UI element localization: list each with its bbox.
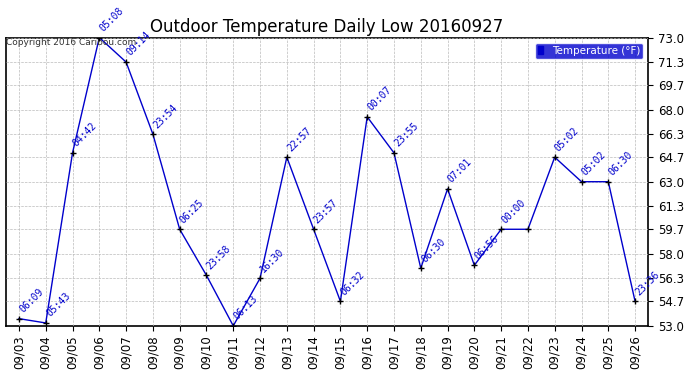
Text: 00:00: 00:00 xyxy=(500,197,527,225)
Text: 23:36: 23:36 xyxy=(633,269,662,297)
Text: 00:07: 00:07 xyxy=(366,85,393,112)
Text: Copyright 2016 Caribou.com: Copyright 2016 Caribou.com xyxy=(6,38,136,46)
Text: 06:13: 06:13 xyxy=(232,294,259,322)
Text: 07:01: 07:01 xyxy=(446,157,474,185)
Text: 06:25: 06:25 xyxy=(178,197,206,225)
Text: 06:30: 06:30 xyxy=(420,236,447,264)
Text: 23:55: 23:55 xyxy=(393,121,420,149)
Text: 23:54: 23:54 xyxy=(151,102,179,130)
Text: 16:30: 16:30 xyxy=(259,246,286,274)
Text: 05:02: 05:02 xyxy=(553,125,581,153)
Text: 05:43: 05:43 xyxy=(44,291,72,319)
Text: 06:30: 06:30 xyxy=(607,150,635,177)
Text: 05:08: 05:08 xyxy=(98,6,126,33)
Text: 05:02: 05:02 xyxy=(580,150,608,177)
Text: 09:14: 09:14 xyxy=(125,30,152,58)
Text: 23:57: 23:57 xyxy=(312,197,340,225)
Text: 22:57: 22:57 xyxy=(286,125,313,153)
Text: 23:58: 23:58 xyxy=(205,243,233,271)
Text: 04:42: 04:42 xyxy=(71,121,99,149)
Legend: Temperature (°F): Temperature (°F) xyxy=(535,43,643,59)
Text: 06:09: 06:09 xyxy=(17,286,46,315)
Text: 06:56: 06:56 xyxy=(473,233,501,261)
Text: 06:32: 06:32 xyxy=(339,269,366,297)
Title: Outdoor Temperature Daily Low 20160927: Outdoor Temperature Daily Low 20160927 xyxy=(150,18,504,36)
